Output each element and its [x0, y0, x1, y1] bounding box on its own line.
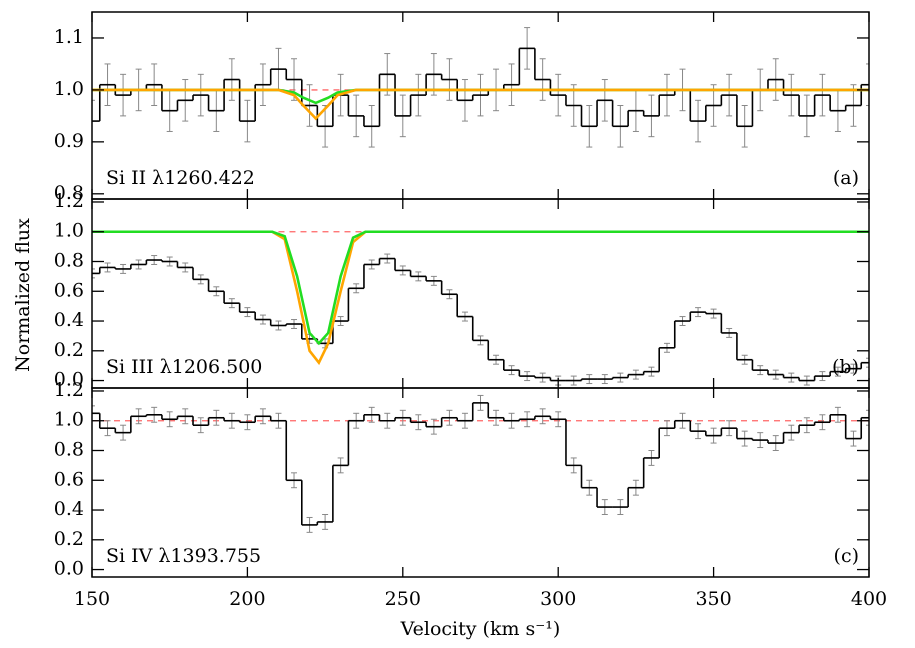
y-tick-label: 1.0 [54, 220, 84, 242]
x-tick-label: 350 [695, 588, 731, 610]
model-line [92, 88, 869, 121]
panel-label: Si IV λ1393.755 [106, 545, 261, 567]
panel [92, 230, 869, 386]
model-line [92, 230, 869, 346]
panel-label: Si II λ1260.422 [106, 167, 255, 189]
y-tick-label: 0.2 [54, 528, 84, 550]
y-tick-label: 0.8 [54, 182, 84, 204]
model-line [92, 230, 869, 366]
y-tick-label: 0.6 [54, 468, 84, 490]
panel [92, 394, 869, 533]
y-tick-label: 1.2 [54, 190, 84, 212]
x-tick-label: 150 [74, 588, 110, 610]
x-tick-label: 250 [385, 588, 421, 610]
y-tick-label: 0.0 [54, 369, 84, 391]
y-tick-label: 0.0 [54, 558, 84, 580]
panel-label: Si III λ1206.500 [106, 356, 262, 378]
y-tick-label: 0.6 [54, 279, 84, 301]
panel-letter: (c) [834, 545, 859, 567]
x-tick-label: 300 [540, 588, 576, 610]
panel-frame [91, 387, 870, 578]
x-tick-label: 400 [851, 588, 887, 610]
x-tick-label: 200 [229, 588, 265, 610]
y-tick-label: 1.0 [54, 409, 84, 431]
y-tick-label: 1.0 [54, 78, 84, 100]
y-axis-label: Normalized flux [12, 218, 34, 372]
y-tick-label: 1.2 [54, 379, 84, 401]
y-tick-label: 1.1 [54, 26, 84, 48]
y-tick-label: 0.9 [54, 130, 84, 152]
y-tick-label: 0.2 [54, 339, 84, 361]
panel [92, 27, 869, 148]
y-tick-label: 0.8 [54, 250, 84, 272]
y-tick-label: 0.4 [54, 309, 84, 331]
panel-letter: (b) [832, 356, 859, 378]
x-axis-label: Velocity (km s⁻¹) [400, 618, 561, 640]
y-tick-label: 0.8 [54, 439, 84, 461]
panel-letter: (a) [833, 167, 859, 189]
y-tick-label: 0.4 [54, 498, 84, 520]
